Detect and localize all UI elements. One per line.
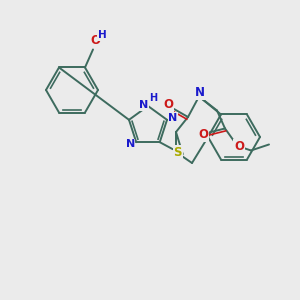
Text: N: N	[126, 139, 135, 149]
Text: O: O	[163, 98, 173, 112]
Text: N: N	[140, 100, 148, 110]
Text: S: S	[173, 146, 182, 159]
Text: O: O	[90, 34, 100, 47]
Text: H: H	[149, 93, 157, 103]
Text: O: O	[198, 128, 208, 141]
Text: O: O	[234, 140, 244, 153]
Text: N: N	[168, 113, 178, 123]
Text: N: N	[195, 86, 205, 99]
Text: H: H	[98, 31, 106, 40]
